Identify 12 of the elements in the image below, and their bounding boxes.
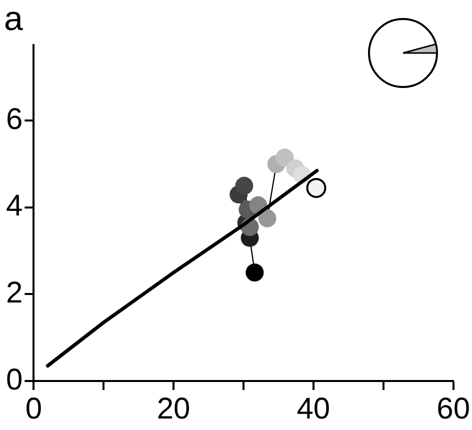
point: [246, 264, 264, 282]
y-tick-label: 4: [6, 190, 23, 223]
point: [258, 209, 276, 228]
x-tick-label: 60: [436, 392, 470, 426]
x-tick-label: 20: [156, 392, 190, 426]
point: [276, 148, 294, 167]
x-tick-label: 40: [296, 392, 330, 426]
y-tick-label: 0: [6, 363, 23, 396]
chart-title: a: [4, 0, 23, 38]
point: [235, 176, 254, 195]
y-tick-label: 2: [6, 276, 23, 310]
y-tick-label: 6: [6, 102, 23, 136]
